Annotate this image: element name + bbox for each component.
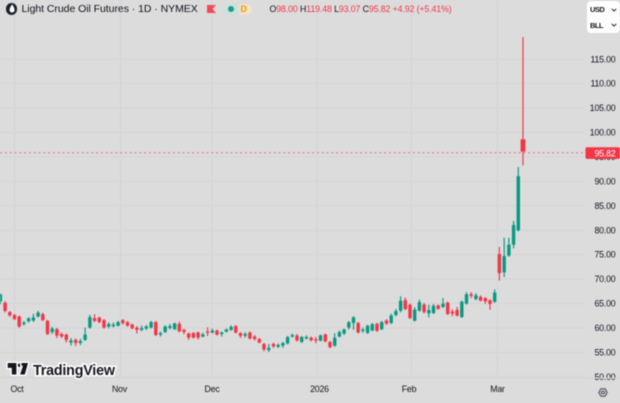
svg-text:60.00: 60.00 xyxy=(594,323,615,333)
svg-text:100.00: 100.00 xyxy=(590,128,616,138)
svg-text:Nov: Nov xyxy=(112,384,128,394)
svg-text:55.00: 55.00 xyxy=(594,347,615,357)
svg-text:2026: 2026 xyxy=(310,384,329,394)
svg-text:70.00: 70.00 xyxy=(594,274,615,284)
svg-text:85.00: 85.00 xyxy=(594,201,615,211)
svg-text:Oct: Oct xyxy=(10,384,24,394)
svg-text:TradingView: TradingView xyxy=(33,363,116,379)
svg-text:90.00: 90.00 xyxy=(594,177,615,187)
svg-text:75.00: 75.00 xyxy=(594,250,615,260)
svg-text:115.00: 115.00 xyxy=(590,54,615,64)
svg-text:Feb: Feb xyxy=(402,384,417,394)
svg-text:Dec: Dec xyxy=(204,384,220,394)
svg-text:50.00: 50.00 xyxy=(594,372,615,382)
svg-text:80.00: 80.00 xyxy=(594,225,615,235)
svg-text:Mar: Mar xyxy=(490,384,505,394)
svg-text:110.00: 110.00 xyxy=(590,79,615,89)
svg-text:65.00: 65.00 xyxy=(594,299,615,309)
svg-text:105.00: 105.00 xyxy=(590,103,616,113)
svg-text:95.82: 95.82 xyxy=(594,149,615,159)
